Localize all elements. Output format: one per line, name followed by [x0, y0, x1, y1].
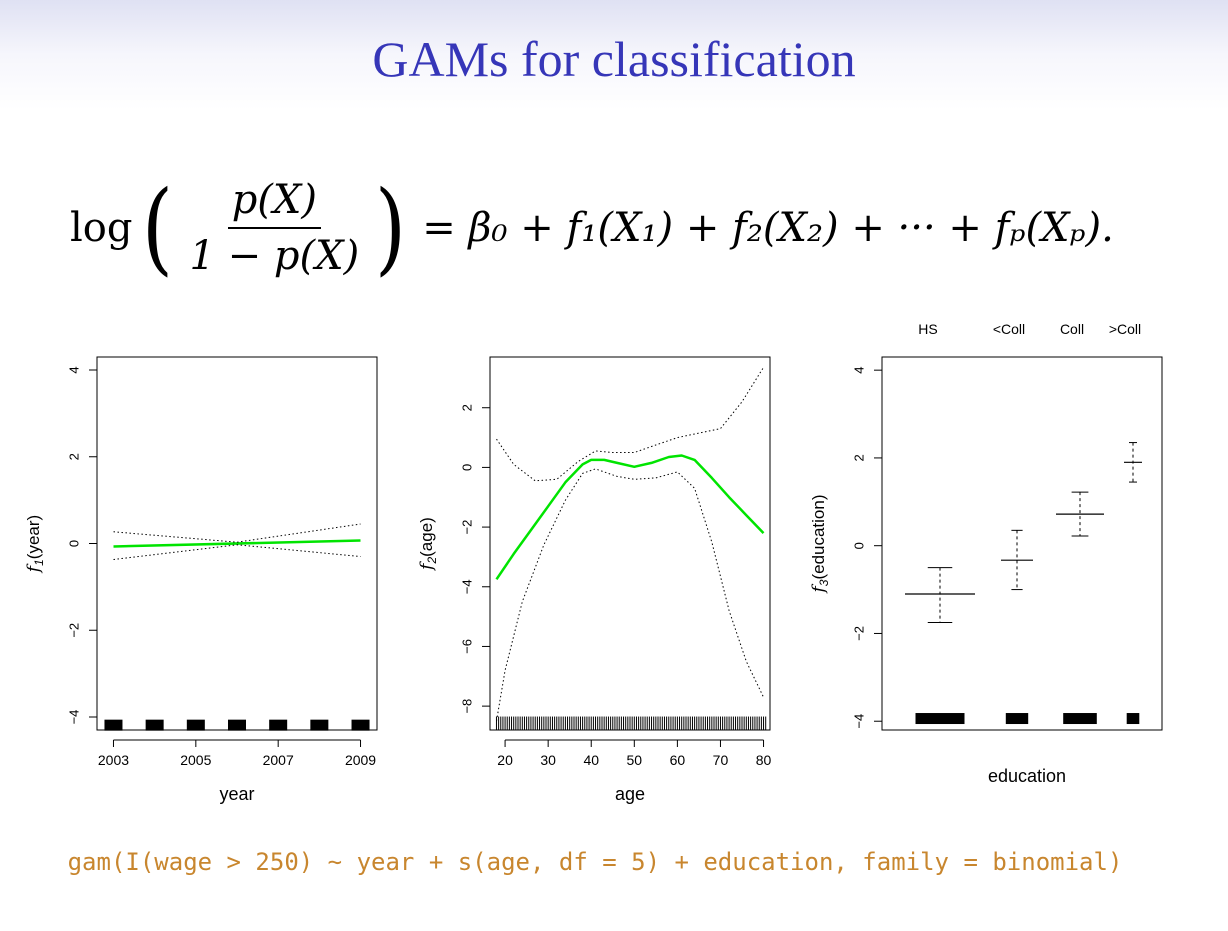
rug-mark: [228, 719, 246, 731]
rug-mark: [145, 719, 164, 731]
x-axis-label: age: [615, 784, 645, 804]
rug-mark: [915, 713, 965, 725]
x-axis-label: year: [219, 784, 254, 804]
formula-right-paren: ): [375, 168, 407, 286]
y-tick-label: −2: [851, 626, 866, 641]
y-axis-label: f1(year): [24, 515, 46, 574]
y-tick-label: −2: [66, 623, 81, 638]
rug-mark: [186, 719, 205, 731]
y-tick-label: 2: [851, 454, 866, 461]
rug-mark: [1063, 713, 1097, 725]
x-tick-label: 2007: [263, 752, 294, 768]
upper-confidence-band: [113, 523, 361, 543]
y-tick-label: −4: [459, 579, 474, 594]
x-tick-label: 20: [497, 752, 513, 768]
x-tick-label: 40: [583, 752, 599, 768]
formula-log: log: [70, 204, 133, 251]
formula-fraction: p(X) 1 − p(X): [186, 177, 364, 279]
age-panel: 20 30 40 50 60 70 80 age −8 −6 −4 −2 0 2 f2(age): [417, 356, 772, 804]
education-panel: HS <Coll Coll >Coll education −4 −2 0 2 4 f3(educa…: [809, 321, 1163, 786]
x-tick-label: 30: [540, 752, 556, 768]
category-label: >Coll: [1109, 321, 1141, 337]
rug-mark: [351, 719, 370, 731]
x-tick-label: 2009: [345, 752, 376, 768]
y-tick-label: −8: [459, 699, 474, 714]
rug-mark: [1005, 713, 1029, 725]
y-tick-label: 2: [66, 453, 81, 460]
y-axis-label: f2(age): [417, 517, 439, 572]
fit-line: [113, 539, 361, 548]
slide-title: GAMs for classification: [372, 31, 856, 87]
year-panel: 2003 2005 2007 2009 year −4 −2 0 2 4 f1(year): [24, 356, 378, 804]
logit-formula: log ( p(X) 1 − p(X) ) = β₀ + f₁(X₁) + f₂…: [70, 170, 1114, 285]
y-tick-label: 0: [459, 464, 474, 471]
plot-frame: [881, 356, 1163, 731]
rug-mark: [104, 719, 123, 731]
formula-numerator: p(X): [227, 177, 321, 229]
category-label: Coll: [1060, 321, 1084, 337]
x-tick-label: 60: [670, 752, 686, 768]
rug-mark: [269, 719, 288, 731]
y-tick-label: 2: [459, 404, 474, 411]
x-axis-label: education: [988, 766, 1066, 786]
y-tick-label: −6: [459, 639, 474, 654]
plot-frame: [489, 356, 771, 731]
rug-mark: [1126, 713, 1140, 725]
y-tick-label: 0: [66, 540, 81, 547]
lower-confidence-band: [113, 544, 361, 560]
gam-code: gam(I(wage > 250) ∼ year + s(age, df = 5…: [67, 848, 1123, 876]
lower-confidence-band: [496, 468, 764, 722]
y-tick-label: −4: [66, 710, 81, 725]
formula-rhs: = β₀ + f₁(X₁) + f₂(X₂) + ··· + fₚ(Xₚ).: [422, 204, 1114, 251]
formula-left-paren: (: [142, 168, 174, 286]
fit-line: [495, 454, 765, 581]
category-label: <Coll: [993, 321, 1025, 337]
x-tick-label: 50: [627, 752, 643, 768]
x-tick-label: 2005: [180, 752, 211, 768]
x-tick-label: 80: [756, 752, 772, 768]
y-tick-label: −4: [851, 714, 866, 729]
upper-confidence-band: [496, 367, 764, 482]
y-tick-label: 4: [66, 366, 81, 373]
x-tick-label: 70: [713, 752, 729, 768]
y-axis-label: f3(education): [809, 494, 831, 594]
y-tick-label: 0: [851, 542, 866, 549]
formula-denominator: 1 − p(X): [189, 232, 360, 279]
rug-mark: [310, 719, 329, 731]
category-label: HS: [918, 321, 937, 337]
x-tick-label: 2003: [98, 752, 129, 768]
y-tick-label: 4: [851, 367, 866, 374]
y-tick-label: −2: [459, 520, 474, 535]
